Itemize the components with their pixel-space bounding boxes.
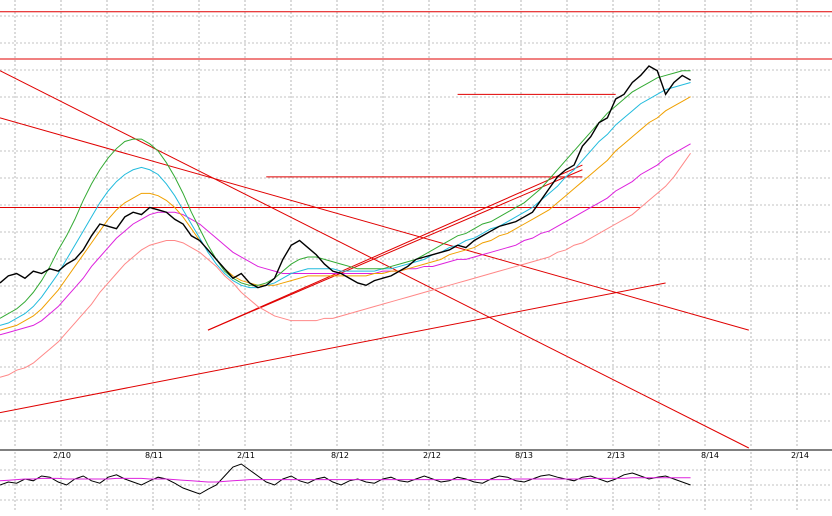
x-tick-label: 2/12 bbox=[423, 451, 441, 460]
x-tick-label: 8/14 bbox=[701, 451, 719, 460]
oscillator-layer bbox=[0, 463, 691, 495]
trendline-1 bbox=[0, 117, 749, 331]
series-layer bbox=[0, 65, 691, 378]
oscillator-panel-background bbox=[0, 452, 832, 512]
series-ma_cyan bbox=[0, 82, 691, 326]
x-tick-label: 2/11 bbox=[237, 451, 255, 460]
x-tick-label: 2/14 bbox=[791, 451, 809, 460]
x-tick-label: 8/11 bbox=[145, 451, 163, 460]
trendline-3 bbox=[207, 164, 583, 331]
trendline-2 bbox=[0, 282, 666, 414]
series-price bbox=[0, 65, 691, 289]
x-tick-label: 2/10 bbox=[53, 451, 71, 460]
x-tick-label: 8/12 bbox=[331, 451, 349, 460]
oscillator-osc_magenta bbox=[0, 477, 691, 483]
x-tick-label: 2/13 bbox=[607, 451, 625, 460]
x-tick-label: 8/13 bbox=[515, 451, 533, 460]
main-panel-background bbox=[0, 0, 832, 448]
oscillator-osc_black bbox=[0, 463, 691, 495]
oscillator-grid-layer bbox=[0, 452, 832, 512]
series-ma_pink bbox=[0, 152, 691, 378]
trendline-4 bbox=[207, 169, 583, 331]
x-tick-labels: 2/10 8/11 2/11 8/12 2/12 8/13 2/13 8/14 2/14 bbox=[53, 451, 809, 460]
series-ma_green bbox=[0, 70, 691, 319]
series-ma_magenta bbox=[0, 143, 691, 336]
trendline-layer bbox=[0, 11, 832, 449]
